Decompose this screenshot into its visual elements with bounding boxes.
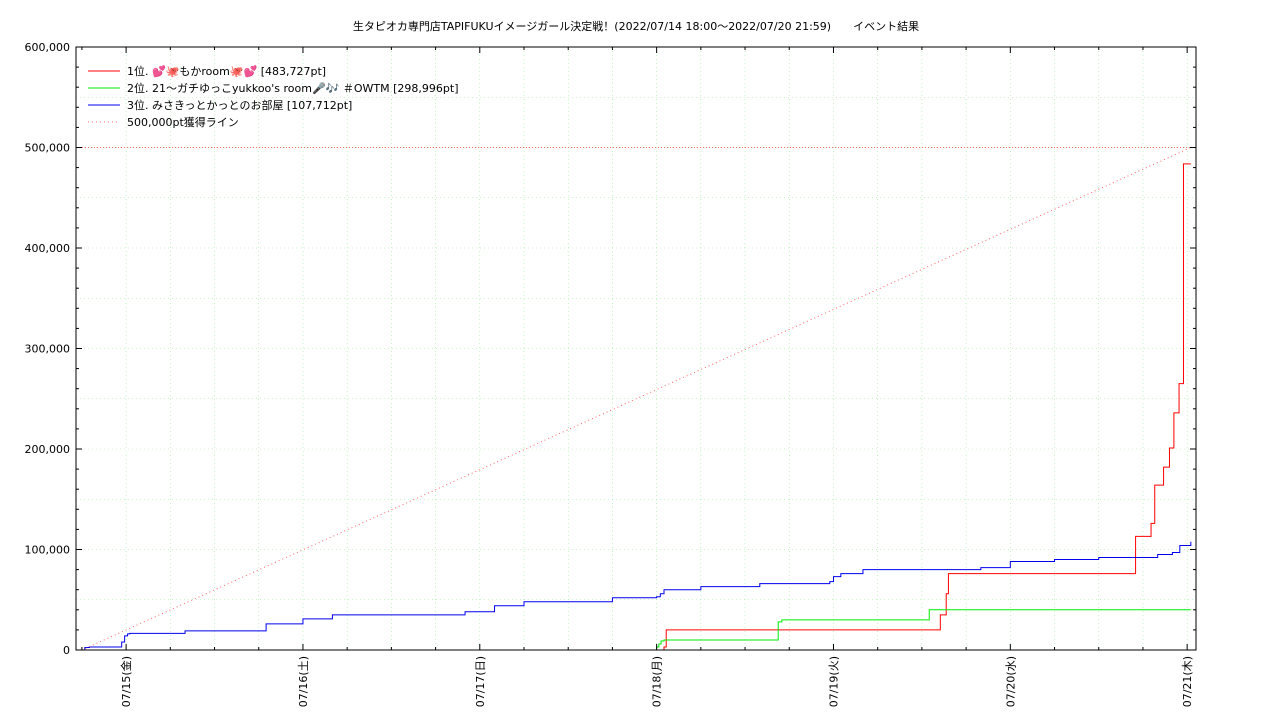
legend-label-3: 3位. みさきっとかっとのお部屋 [107,712pt] [127,98,352,112]
grid-layer [76,47,1196,650]
series-line-3 [81,541,1192,651]
y-tick-label: 600,000 [25,41,71,54]
legend-label-1: 1位. 💕🐙もかroom🐙💕 [483,727pt] [127,64,326,78]
series-line-4 [81,147,1192,651]
chart-title: 生タピオカ専門店TAPIFUKUイメージガール決定戦！(2022/07/14 1… [353,19,919,33]
legend: 1位. 💕🐙もかroom🐙💕 [483,727pt] 2位. 21～ガチゆっこyu… [88,64,458,129]
axis-layer: 0 100,000 200,000 300,000 400,000 500,000 600,… [25,41,1196,707]
x-tick-label: 07/16(土) [297,656,310,707]
x-tick-label: 07/18(月) [651,656,664,707]
y-tick-label: 200,000 [25,443,71,456]
x-tick-label: 07/15(金) [119,656,133,707]
series-line-2 [653,609,1191,651]
y-tick-label: 0 [63,644,70,657]
series-layer [76,147,1196,651]
series-line-1 [129,163,1191,651]
y-tick-label: 400,000 [25,242,71,255]
y-tick-label: 500,000 [25,142,71,155]
x-tick-label: 07/19(火) [827,656,840,707]
legend-label-4: 500,000pt獲得ライン [127,116,239,129]
x-tick-label: 07/20(水) [1004,656,1017,707]
x-tick-label: 07/17(日) [474,656,487,707]
x-tick-label: 07/21(木) [1181,656,1194,707]
y-tick-label: 100,000 [25,544,71,557]
y-tick-label: 300,000 [25,343,71,356]
legend-label-2: 2位. 21～ガチゆっこyukkoo's room🎤🎶 ＃OWTM [298,9… [127,81,458,95]
